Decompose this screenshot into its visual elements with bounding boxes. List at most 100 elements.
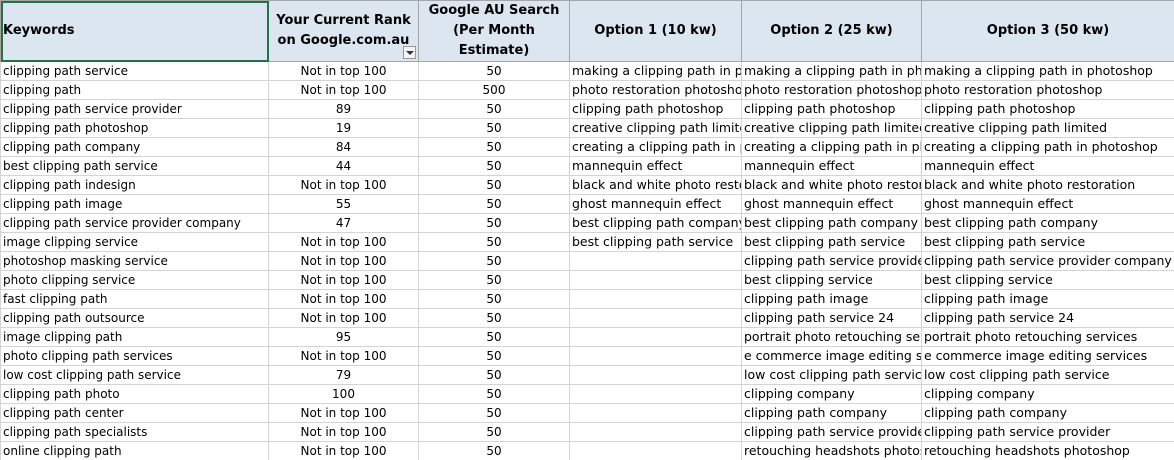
cell[interactable]: clipping path company (741, 403, 922, 423)
cell[interactable]: clipping path image (921, 289, 1174, 309)
cell[interactable]: Not in top 100 (268, 441, 419, 460)
cell[interactable]: Not in top 100 (268, 308, 419, 328)
cell[interactable]: creative clipping path limited (921, 118, 1174, 138)
cell[interactable]: photoshop masking service (0, 251, 269, 271)
cell[interactable]: clipping path image (0, 194, 269, 214)
cell[interactable]: black and white photo restoration (569, 175, 742, 195)
cell[interactable]: clipping path outsource (0, 308, 269, 328)
cell[interactable]: Not in top 100 (268, 80, 419, 100)
cell[interactable]: retouching headshots photoshop (921, 441, 1174, 460)
cell[interactable]: 50 (418, 270, 570, 290)
cell[interactable]: 50 (418, 384, 570, 404)
cell[interactable]: low cost clipping path service (741, 365, 922, 385)
filter-button[interactable] (403, 46, 416, 59)
cell[interactable]: creative clipping path limited (569, 118, 742, 138)
cell[interactable]: clipping company (741, 384, 922, 404)
cell[interactable]: mannequin effect (569, 156, 742, 176)
cell[interactable]: e commerce image editing services (921, 346, 1174, 366)
cell[interactable]: portrait photo retouching services (741, 327, 922, 347)
cell[interactable]: best clipping service (741, 270, 922, 290)
cell[interactable] (569, 289, 742, 309)
header-cell[interactable]: Option 1 (10 kw) (569, 0, 742, 62)
cell[interactable]: 50 (418, 137, 570, 157)
cell[interactable]: making a clipping path in photoshop (741, 61, 922, 81)
cell[interactable]: Not in top 100 (268, 403, 419, 423)
cell[interactable]: photo restoration photoshop (741, 80, 922, 100)
cell[interactable]: low cost clipping path service (0, 365, 269, 385)
cell[interactable] (569, 251, 742, 271)
cell[interactable]: clipping path service 24 (921, 308, 1174, 328)
cell[interactable]: best clipping path company (569, 213, 742, 233)
cell[interactable]: clipping path photo (0, 384, 269, 404)
cell[interactable]: clipping path service 24 (741, 308, 922, 328)
cell[interactable]: 55 (268, 194, 419, 214)
cell[interactable]: retouching headshots photoshop (741, 441, 922, 460)
cell[interactable]: 50 (418, 327, 570, 347)
cell[interactable]: photo clipping service (0, 270, 269, 290)
cell[interactable] (569, 403, 742, 423)
cell[interactable]: 100 (268, 384, 419, 404)
cell[interactable]: clipping path service provider (0, 99, 269, 119)
cell[interactable]: low cost clipping path service (921, 365, 1174, 385)
cell[interactable]: 50 (418, 156, 570, 176)
cell[interactable] (569, 365, 742, 385)
cell[interactable]: 50 (418, 61, 570, 81)
cell[interactable]: 50 (418, 308, 570, 328)
header-cell[interactable]: Option 3 (50 kw) (921, 0, 1174, 62)
cell[interactable]: image clipping service (0, 232, 269, 252)
cell[interactable]: ghost mannequin effect (921, 194, 1174, 214)
cell[interactable]: making a clipping path in photoshop (569, 61, 742, 81)
cell[interactable] (569, 441, 742, 460)
cell[interactable]: Not in top 100 (268, 289, 419, 309)
cell[interactable]: clipping path specialists (0, 422, 269, 442)
cell[interactable]: 84 (268, 137, 419, 157)
cell[interactable]: mannequin effect (921, 156, 1174, 176)
cell[interactable]: 500 (418, 80, 570, 100)
cell[interactable]: 50 (418, 441, 570, 460)
cell[interactable]: clipping path (0, 80, 269, 100)
cell[interactable]: clipping path service (0, 61, 269, 81)
cell[interactable]: 79 (268, 365, 419, 385)
cell[interactable]: clipping company (921, 384, 1174, 404)
header-cell[interactable]: Your Current Rank on Google.com.au (268, 0, 419, 62)
cell[interactable]: e commerce image editing services (741, 346, 922, 366)
cell[interactable]: clipping path photoshop (921, 99, 1174, 119)
cell[interactable]: clipping path service provider company (0, 213, 269, 233)
cell[interactable]: creative clipping path limited (741, 118, 922, 138)
cell[interactable]: best clipping path service (569, 232, 742, 252)
cell[interactable]: clipping path company (921, 403, 1174, 423)
cell[interactable]: mannequin effect (741, 156, 922, 176)
cell[interactable]: 50 (418, 194, 570, 214)
cell[interactable] (569, 422, 742, 442)
cell[interactable]: clipping path service provider (741, 422, 922, 442)
cell[interactable]: best clipping path company (921, 213, 1174, 233)
cell[interactable] (569, 346, 742, 366)
cell[interactable]: making a clipping path in photoshop (921, 61, 1174, 81)
cell[interactable]: clipping path service provider company (741, 251, 922, 271)
cell[interactable]: 50 (418, 289, 570, 309)
header-cell[interactable]: Keywords (0, 0, 269, 62)
cell[interactable]: clipping path service provider company (921, 251, 1174, 271)
cell[interactable]: 89 (268, 99, 419, 119)
cell[interactable]: creating a clipping path in photoshop (569, 137, 742, 157)
cell[interactable]: Not in top 100 (268, 175, 419, 195)
cell[interactable]: 47 (268, 213, 419, 233)
cell[interactable]: 19 (268, 118, 419, 138)
cell[interactable]: best clipping path service (0, 156, 269, 176)
cell[interactable]: photo clipping path services (0, 346, 269, 366)
cell[interactable]: clipping path center (0, 403, 269, 423)
cell[interactable]: clipping path photoshop (741, 99, 922, 119)
cell[interactable]: image clipping path (0, 327, 269, 347)
cell[interactable]: 50 (418, 232, 570, 252)
header-cell[interactable]: Option 2 (25 kw) (741, 0, 922, 62)
cell[interactable]: creating a clipping path in photoshop (921, 137, 1174, 157)
cell[interactable] (569, 270, 742, 290)
cell[interactable]: Not in top 100 (268, 346, 419, 366)
cell[interactable]: clipping path service provider (921, 422, 1174, 442)
cell[interactable] (569, 384, 742, 404)
cell[interactable]: Not in top 100 (268, 61, 419, 81)
cell[interactable]: 50 (418, 175, 570, 195)
cell[interactable] (569, 327, 742, 347)
cell[interactable]: 50 (418, 213, 570, 233)
cell[interactable]: creating a clipping path in photoshop (741, 137, 922, 157)
